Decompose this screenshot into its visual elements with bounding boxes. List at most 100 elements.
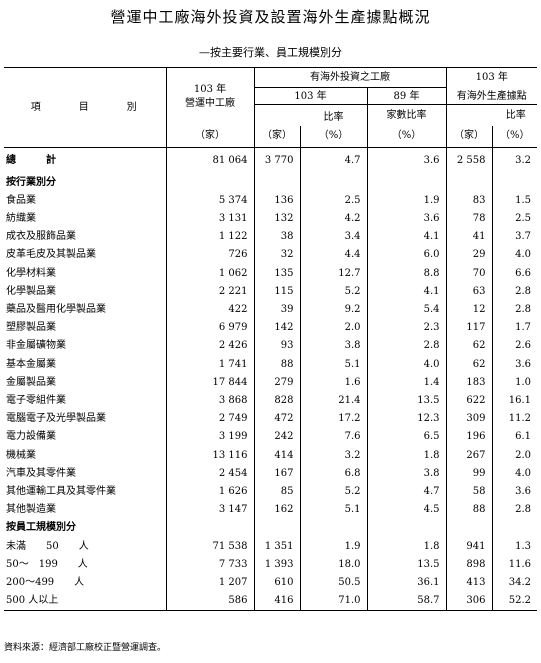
table-row: 500 人以上 586 416 71.0 58.7 306 52.2 [4, 592, 538, 612]
table-row: 化學材料業 1 062 135 12.7 8.8 70 6.6 [4, 264, 538, 283]
row-value [366, 519, 446, 538]
row-value: 6.5 [366, 428, 446, 447]
row-value: 1 626 [165, 482, 254, 502]
row-value: 71.0 [299, 592, 367, 612]
unit-89-ratio: （%） [366, 125, 446, 148]
row-label: 汽車及其零件業 [6, 467, 76, 479]
row-value: 88 [253, 355, 300, 374]
table-row: 紡織業 3 131 132 4.2 3.6 78 2.5 [4, 209, 538, 229]
row-value: 3.7 [491, 228, 538, 247]
row-value: 1 393 [253, 555, 300, 574]
row-value [445, 173, 492, 192]
row-value: 1.3 [491, 537, 538, 556]
row-value: 99 [445, 464, 492, 483]
row-value: 17.2 [299, 410, 367, 429]
row-value: 6.1 [491, 428, 538, 447]
row-label: 按行業別分 [6, 176, 56, 188]
row-label: 其他製造業 [6, 504, 56, 516]
row-value: 4.4 [299, 246, 367, 265]
section-row: 按員工規模別分 [4, 519, 538, 538]
row-label: 化學製品業 [6, 285, 56, 297]
row-value: 162 [253, 501, 300, 520]
row-value: 413 [445, 573, 492, 593]
row-value: 3 147 [165, 501, 254, 520]
row-value [165, 173, 254, 192]
row-value: 416 [253, 592, 300, 612]
row-value: 3.6 [366, 147, 446, 174]
row-value: 6.8 [299, 464, 367, 483]
row-value: 21.4 [299, 391, 367, 411]
header-ops-year: 103 年 [193, 83, 227, 95]
row-value: 279 [253, 373, 300, 392]
row-value: 34.2 [491, 573, 538, 593]
header-89: 89 年 家數比率 [366, 87, 446, 126]
row-value: 726 [165, 246, 254, 265]
row-label: 成衣及服飾品業 [6, 231, 76, 243]
row-label: 皮革毛皮及其製品業 [6, 249, 96, 261]
row-value: 93 [253, 337, 300, 356]
row-value: 2 454 [165, 464, 254, 483]
unit-est-ratio: （%） [491, 125, 538, 148]
table-row: 電力設備業 3 199 242 7.6 6.5 196 6.1 [4, 428, 538, 447]
row-value: 136 [253, 191, 300, 210]
row-value: 6 979 [165, 319, 254, 338]
row-value: 5.1 [299, 501, 367, 520]
row-value [253, 173, 300, 192]
row-value: 4.7 [299, 147, 367, 174]
row-value: 117 [445, 319, 492, 338]
row-value: 1.4 [366, 373, 446, 392]
row-value: 1 351 [253, 537, 300, 556]
row-value: 17 844 [165, 373, 254, 392]
source-note: 資料來源：經濟部工廠校正暨營運調查。 [4, 643, 167, 653]
row-value: 12.3 [366, 410, 446, 429]
row-value: 1.5 [491, 191, 538, 210]
row-value: 2.8 [491, 501, 538, 520]
row-value: 2.3 [366, 319, 446, 338]
row-value: 414 [253, 446, 300, 465]
row-value: 267 [445, 446, 492, 465]
row-value: 5.4 [366, 300, 446, 320]
row-value: 71 538 [165, 537, 254, 556]
row-value: 16.1 [491, 391, 538, 411]
row-label: 未滿 50 人 [6, 540, 89, 552]
row-value: 183 [445, 373, 492, 392]
row-value: 62 [445, 355, 492, 374]
table-row: 電腦電子及光學製品業 2 749 472 17.2 12.3 309 11.2 [4, 410, 538, 429]
row-value: 828 [253, 391, 300, 411]
row-value: 2 749 [165, 410, 254, 429]
header-ops-label: 營運中工廠 [185, 97, 235, 109]
table-row: 成衣及服飾品業 1 122 38 3.4 4.1 41 3.7 [4, 228, 538, 247]
row-value: 85 [253, 482, 300, 502]
row-value: 941 [445, 537, 492, 556]
row-value: 63 [445, 282, 492, 301]
row-value: 18.0 [299, 555, 367, 574]
row-value: 622 [445, 391, 492, 411]
header-overseas-103-label: 103 年 [254, 88, 367, 105]
row-label: 化學材料業 [6, 267, 56, 279]
row-label: 200～499 人 [6, 576, 85, 588]
table-row: 塑膠製品業 6 979 142 2.0 2.3 117 1.7 [4, 319, 538, 338]
row-value: 2.8 [491, 300, 538, 320]
row-value: 50.5 [299, 573, 367, 593]
row-value: 2 426 [165, 337, 254, 356]
row-value: 115 [253, 282, 300, 301]
row-value [491, 173, 538, 192]
row-value: 1.0 [491, 373, 538, 392]
row-value: 38 [253, 228, 300, 247]
row-value: 2 558 [445, 147, 492, 174]
row-label: 金屬製品業 [6, 376, 56, 388]
page-subtitle: —按主要行業、員工規模別分 [199, 46, 342, 59]
row-value: 142 [253, 319, 300, 338]
table-row: 其他運輸工具及其零件業 1 626 85 5.2 4.7 58 3.6 [4, 482, 538, 502]
row-label: 500 人以上 [4, 592, 166, 612]
row-value: 32 [253, 246, 300, 265]
row-value: 2.5 [491, 209, 538, 229]
table-row: 機械業 13 116 414 3.2 1.8 267 2.0 [4, 446, 538, 465]
row-value: 242 [253, 428, 300, 447]
row-value: 2.8 [366, 337, 446, 356]
row-value: 41 [445, 228, 492, 247]
row-value: 36.1 [366, 573, 446, 593]
section-row: 按行業別分 [4, 173, 538, 192]
row-label: 電力設備業 [6, 431, 56, 443]
row-value: 4.0 [491, 464, 538, 483]
